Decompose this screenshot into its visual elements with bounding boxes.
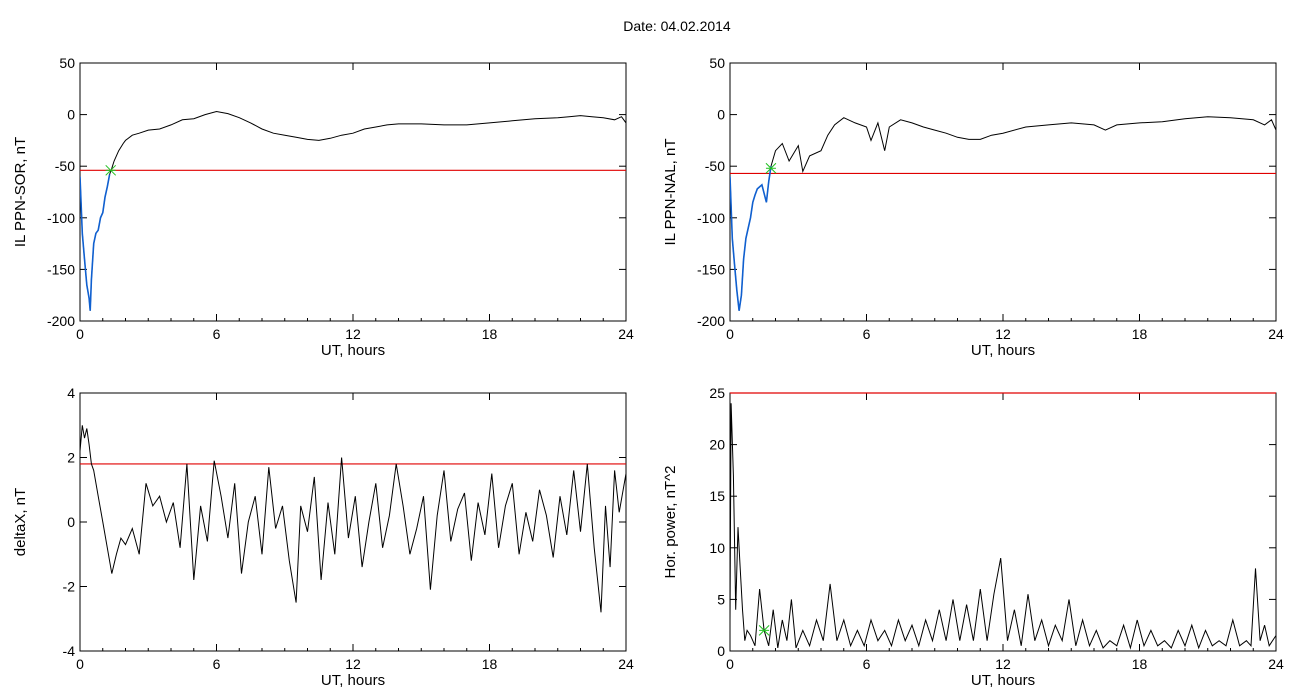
x-tick-label: 12 bbox=[345, 656, 361, 672]
event-marker bbox=[765, 162, 777, 174]
x-axis-label: UT, hours bbox=[321, 342, 385, 359]
x-tick-label: 24 bbox=[1268, 326, 1284, 342]
y-tick-label: 0 bbox=[717, 107, 725, 123]
y-tick-label: -4 bbox=[63, 643, 76, 659]
series-line bbox=[730, 403, 1276, 650]
date-label: Date: bbox=[623, 18, 657, 34]
y-tick-label: 20 bbox=[709, 437, 725, 453]
y-tick-label: -150 bbox=[47, 261, 75, 277]
y-tick-label: -100 bbox=[697, 210, 725, 226]
x-tick-label: 24 bbox=[618, 326, 634, 342]
y-tick-label: 0 bbox=[717, 643, 725, 659]
y-tick-label: -100 bbox=[47, 210, 75, 226]
y-tick-label: 50 bbox=[59, 55, 75, 71]
y-tick-label: -50 bbox=[55, 158, 75, 174]
y-tick-label: 2 bbox=[67, 450, 75, 466]
y-tick-label: -150 bbox=[697, 261, 725, 277]
y-tick-label: 4 bbox=[67, 385, 75, 401]
x-tick-label: 6 bbox=[863, 656, 871, 672]
x-axis-label: UT, hours bbox=[321, 672, 385, 689]
x-tick-label: 0 bbox=[726, 656, 734, 672]
x-tick-label: 12 bbox=[995, 326, 1011, 342]
x-axis-label: UT, hours bbox=[971, 342, 1035, 359]
plot-frame bbox=[79, 62, 627, 322]
y-axis-label: Hor. power, nT^2 bbox=[662, 466, 679, 579]
y-tick-label: 25 bbox=[709, 385, 725, 401]
y-tick-label: 0 bbox=[67, 107, 75, 123]
x-tick-label: 18 bbox=[1132, 656, 1148, 672]
event-marker bbox=[758, 625, 770, 636]
x-tick-label: 24 bbox=[618, 656, 634, 672]
x-tick-label: 18 bbox=[482, 656, 498, 672]
plot-frame bbox=[729, 62, 1277, 322]
x-tick-label: 0 bbox=[76, 656, 84, 672]
chart-deltax: 0 6 12 18 24 4 2 0 -2 -4 UT, hours deltaX, nT bbox=[12, 385, 634, 689]
highlight-segment bbox=[730, 166, 772, 311]
event-marker bbox=[105, 164, 117, 176]
x-tick-label: 24 bbox=[1268, 656, 1284, 672]
y-tick-label: 0 bbox=[67, 514, 75, 530]
y-tick-label: -200 bbox=[47, 313, 75, 329]
date-value: 04.02.2014 bbox=[660, 18, 731, 34]
x-tick-label: 6 bbox=[863, 326, 871, 342]
x-tick-label: 6 bbox=[213, 656, 221, 672]
x-tick-label: 12 bbox=[345, 326, 361, 342]
chart-hor-power: 0 6 12 18 24 25 20 15 10 5 0 UT, hours Hor. power, n… bbox=[662, 385, 1284, 689]
series-line bbox=[730, 116, 1276, 311]
chart-il-sor: 0 6 12 18 24 50 0 -50 -100 -150 -200 UT, hours IL PP… bbox=[12, 55, 634, 359]
y-tick-label: 5 bbox=[717, 591, 725, 607]
y-tick-label: -50 bbox=[705, 158, 725, 174]
x-tick-label: 18 bbox=[1132, 326, 1148, 342]
series-line bbox=[80, 110, 626, 311]
y-axis-label: IL PPN-NAL, nT bbox=[662, 139, 679, 246]
x-axis-label: UT, hours bbox=[971, 672, 1035, 689]
y-tick-label: 15 bbox=[709, 488, 725, 504]
y-tick-label: 50 bbox=[709, 55, 725, 71]
y-tick-label: -2 bbox=[63, 579, 76, 595]
x-tick-label: 12 bbox=[995, 656, 1011, 672]
chart-il-nal: 0 6 12 18 24 50 0 -50 -100 -150 -200 UT, hours IL PP… bbox=[662, 55, 1284, 359]
y-tick-label: -200 bbox=[697, 313, 725, 329]
x-tick-label: 0 bbox=[726, 326, 734, 342]
series-line bbox=[80, 425, 626, 613]
y-tick-label: 10 bbox=[709, 540, 725, 556]
x-tick-label: 18 bbox=[482, 326, 498, 342]
plot-frame bbox=[79, 392, 627, 652]
x-tick-label: 6 bbox=[213, 326, 221, 342]
page-title: Date: 04.02.2014 bbox=[0, 18, 1300, 34]
plot-frame bbox=[729, 392, 1277, 652]
highlight-segment bbox=[80, 174, 111, 311]
y-axis-label: IL PPN-SOR, nT bbox=[12, 137, 29, 247]
x-tick-label: 0 bbox=[76, 326, 84, 342]
y-axis-label: deltaX, nT bbox=[12, 488, 29, 556]
